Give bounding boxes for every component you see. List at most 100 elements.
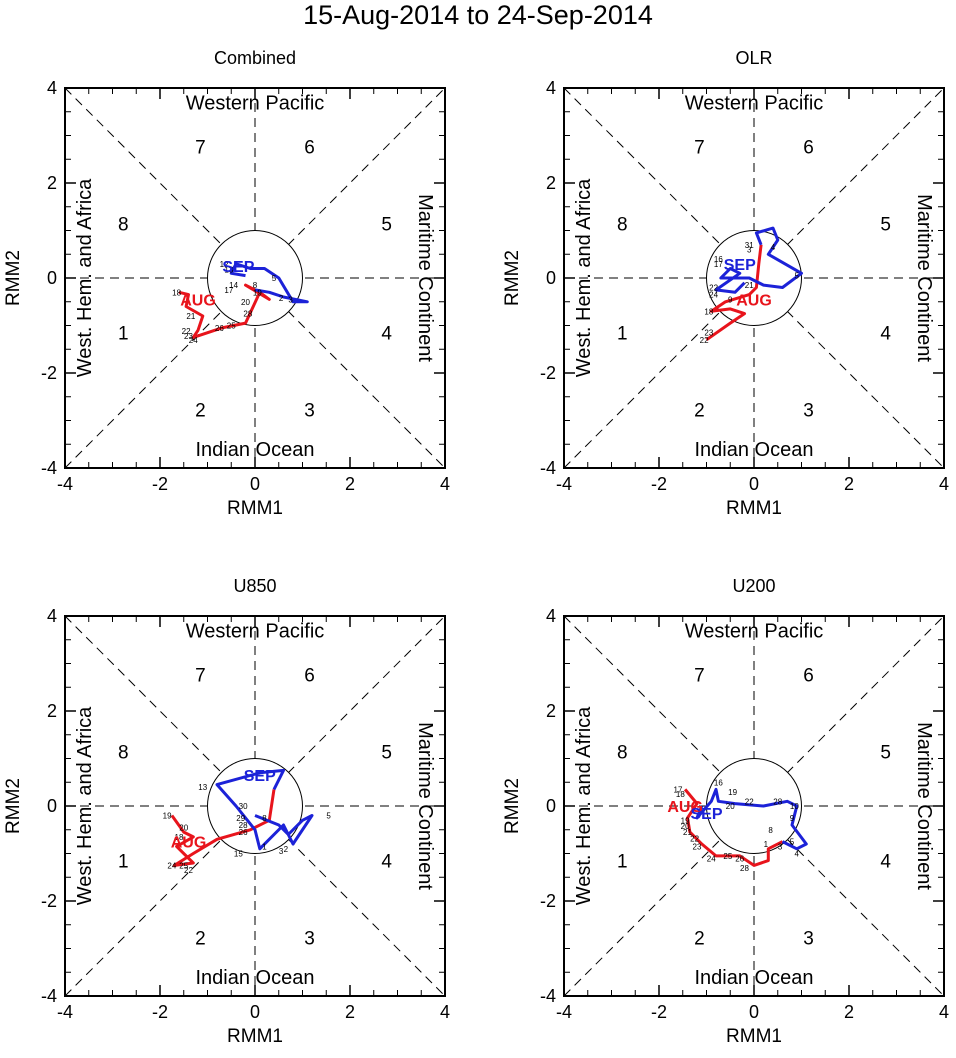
x-tick-label: 4 xyxy=(440,1002,450,1022)
phase-number-label: 1 xyxy=(118,324,129,345)
phase-number-label: 6 xyxy=(803,665,814,686)
phase-number-label: 2 xyxy=(694,929,705,950)
day-number-label: 22 xyxy=(745,797,754,806)
x-tick-label: 0 xyxy=(749,474,759,494)
day-number-label: 16 xyxy=(714,255,723,264)
day-number-label: 24 xyxy=(709,291,718,300)
day-number-label: 1 xyxy=(262,842,267,851)
region-label-bottom: Indian Ocean xyxy=(196,439,315,461)
x-tick-label: 0 xyxy=(250,1002,260,1022)
phase-number-label: 4 xyxy=(880,852,891,873)
day-number-label: 13 xyxy=(224,265,233,274)
x-tick-label: -4 xyxy=(556,1002,572,1022)
phase-number-label: 1 xyxy=(118,852,129,873)
day-number-label: 15 xyxy=(234,850,243,859)
day-number-label: 19 xyxy=(163,812,172,821)
x-tick-label: -2 xyxy=(152,474,168,494)
panel-title: Combined xyxy=(214,48,296,68)
day-number-label: 19 xyxy=(681,816,690,825)
x-tick-label: -2 xyxy=(152,1002,168,1022)
day-number-label: 24 xyxy=(167,861,176,870)
day-number-label: 21 xyxy=(745,281,754,290)
unit-circle xyxy=(207,230,303,326)
day-number-label: 22 xyxy=(182,327,191,336)
phase-number-label: 1 xyxy=(617,324,628,345)
x-tick-label: -4 xyxy=(57,474,73,494)
y-tick-label: 2 xyxy=(47,701,57,721)
month-label-aug: AUG xyxy=(736,292,772,309)
x-axis-label: RMM1 xyxy=(726,498,782,519)
y-tick-label: 4 xyxy=(546,78,556,98)
region-label-right: Maritime Continent xyxy=(913,722,935,890)
region-label-left: West. Hem. and Africa xyxy=(573,178,595,377)
day-number-label: 26 xyxy=(215,324,224,333)
y-axis-label: RMM2 xyxy=(3,250,24,306)
phase-number-label: 4 xyxy=(880,324,891,345)
day-number-label: 18 xyxy=(704,307,713,316)
y-tick-label: -2 xyxy=(540,891,556,911)
panel-title: OLR xyxy=(735,48,772,68)
region-label-bottom: Indian Ocean xyxy=(695,439,814,461)
phase-number-label: 4 xyxy=(381,852,392,873)
phase-number-label: 7 xyxy=(694,665,705,686)
phase-number-label: 8 xyxy=(118,214,129,235)
day-number-label: 20 xyxy=(179,823,188,832)
y-tick-label: -4 xyxy=(41,458,57,478)
day-number-label: 31 xyxy=(745,241,754,250)
y-tick-label: -4 xyxy=(540,458,556,478)
day-number-label: 21 xyxy=(186,312,195,321)
trajectory-sep-line xyxy=(695,787,808,851)
phase-number-label: 3 xyxy=(304,929,315,950)
x-tick-label: 2 xyxy=(844,474,854,494)
day-number-label: 28 xyxy=(773,797,782,806)
phase-number-label: 6 xyxy=(304,665,315,686)
day-number-label: 20 xyxy=(681,822,690,831)
region-label-top: Western Pacific xyxy=(685,620,824,642)
day-number-label: 5 xyxy=(795,272,800,281)
phase-number-label: 6 xyxy=(803,137,814,158)
x-axis-label: RMM1 xyxy=(227,498,283,519)
day-number-label: 25 xyxy=(179,861,188,870)
day-number-label: 1 xyxy=(764,840,769,849)
day-number-label: 21 xyxy=(683,828,692,837)
day-number-label: 23 xyxy=(184,332,193,341)
day-number-label: 5 xyxy=(326,812,331,821)
y-axis-label: RMM2 xyxy=(502,778,523,834)
day-number-label: 23 xyxy=(704,329,713,338)
day-number-label: 20 xyxy=(726,802,735,811)
day-number-label: 22 xyxy=(709,284,718,293)
trajectory-aug-line xyxy=(170,789,276,867)
region-label-left: West. Hem. and Africa xyxy=(74,706,96,905)
day-number-label: 4 xyxy=(771,243,776,252)
day-number-label: 26 xyxy=(239,828,248,837)
day-number-label: 3 xyxy=(778,842,783,851)
region-label-top: Western Pacific xyxy=(685,92,824,114)
y-axis-label: RMM2 xyxy=(3,778,24,834)
x-tick-label: 2 xyxy=(844,1002,854,1022)
day-number-label: 17 xyxy=(674,785,683,794)
y-tick-label: 2 xyxy=(47,173,57,193)
phase-number-label: 5 xyxy=(381,742,392,763)
month-label-aug: AUG xyxy=(171,835,207,852)
region-label-bottom: Indian Ocean xyxy=(196,967,315,989)
x-tick-label: -2 xyxy=(651,474,667,494)
day-number-label: 24 xyxy=(707,854,716,863)
region-label-top: Western Pacific xyxy=(186,620,325,642)
phase-number-label: 8 xyxy=(617,742,628,763)
day-number-label: 18 xyxy=(172,288,181,297)
panel-title: U200 xyxy=(732,576,775,596)
y-tick-label: 2 xyxy=(546,173,556,193)
phase-number-label: 4 xyxy=(381,324,392,345)
month-label-sep: SEP xyxy=(244,768,276,785)
panel-title: U850 xyxy=(233,576,276,596)
x-tick-label: 2 xyxy=(345,1002,355,1022)
day-number-label: 23 xyxy=(693,842,702,851)
phase-number-label: 3 xyxy=(803,929,814,950)
day-number-label: 22 xyxy=(690,834,699,843)
y-tick-label: 0 xyxy=(47,268,57,288)
day-number-label: 25 xyxy=(227,322,236,331)
day-number-label: 3 xyxy=(747,246,752,255)
